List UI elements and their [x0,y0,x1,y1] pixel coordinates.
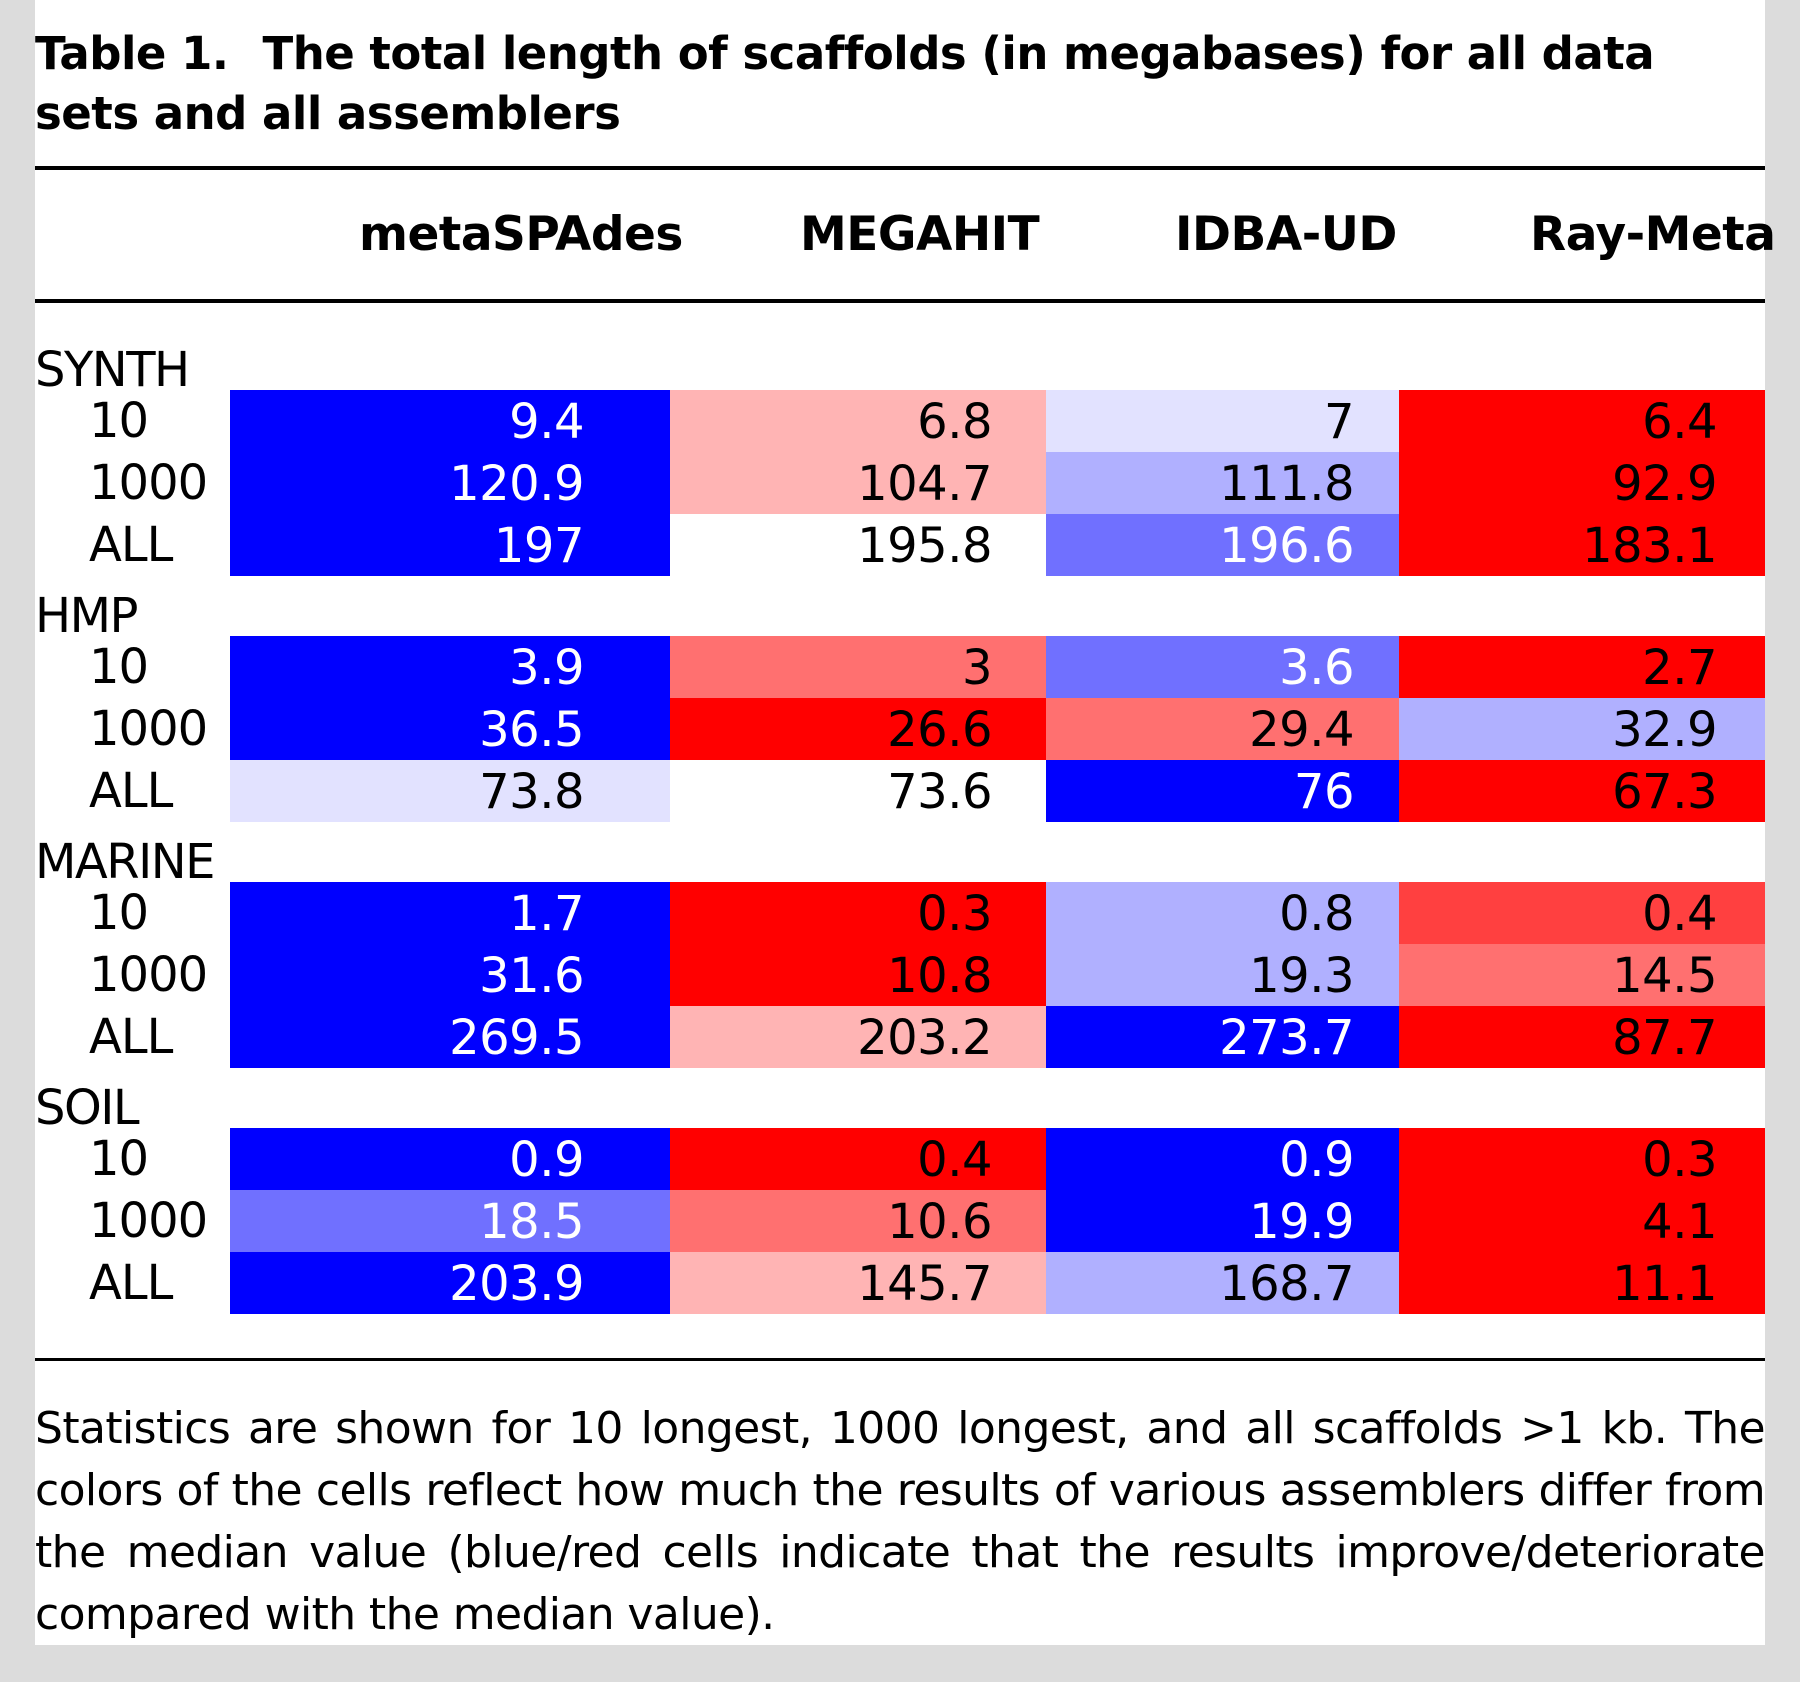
row-label: 1000 [89,947,208,1003]
column-header-metaspades: metaSPAdes [359,207,683,262]
table-cell: 7 [1046,390,1399,452]
table-cell: 269.5 [230,1006,670,1068]
table-cell: 4.1 [1399,1190,1765,1252]
table-cell: 203.2 [670,1006,1046,1068]
table-cell: 3.9 [230,636,670,698]
header-rule [35,299,1765,303]
table-cell: 76 [1046,760,1399,822]
table-caption: Table 1. The total length of scaffolds (i… [35,24,1765,144]
table-cell: 120.9 [230,452,670,514]
table-cell: 26.6 [670,698,1046,760]
group-label-marine: MARINE [35,834,216,890]
table-cell: 10.6 [670,1190,1046,1252]
table-cell: 29.4 [1046,698,1399,760]
table-cell: 9.4 [230,390,670,452]
table-cell: 31.6 [230,944,670,1006]
table-cell: 0.9 [1046,1128,1399,1190]
table-cell: 87.7 [1399,1006,1765,1068]
table-cell: 0.9 [230,1128,670,1190]
table-cell: 32.9 [1399,698,1765,760]
table-cell: 3 [670,636,1046,698]
table-cell: 0.4 [1399,882,1765,944]
table-figure: Table 1. The total length of scaffolds (i… [35,0,1776,1645]
row-label: ALL [89,763,173,819]
bottom-rule [35,1358,1765,1361]
row-label: 1000 [89,1193,208,1249]
row-label: 10 [89,393,149,449]
table-cell: 203.9 [230,1252,670,1314]
table-cell: 1.7 [230,882,670,944]
row-label: 1000 [89,701,208,757]
table-cell: 11.1 [1399,1252,1765,1314]
column-header-idba-ud: IDBA-UD [1175,207,1397,262]
table-cell: 36.5 [230,698,670,760]
table-cell: 14.5 [1399,944,1765,1006]
row-label: 10 [89,639,149,695]
table-cell: 10.8 [670,944,1046,1006]
group-label-synth: SYNTH [35,342,190,398]
row-label: 10 [89,1131,149,1187]
row-label: ALL [89,517,173,573]
table-cell: 104.7 [670,452,1046,514]
table-cell: 197 [230,514,670,576]
top-rule [35,166,1765,170]
table-footnote: Statistics are shown for 10 longest, 100… [35,1403,1766,1640]
table-cell: 0.3 [670,882,1046,944]
table-cell: 3.6 [1046,636,1399,698]
table-cell: 196.6 [1046,514,1399,576]
table-cell: 145.7 [670,1252,1046,1314]
table-cell: 67.3 [1399,760,1765,822]
column-header-ray-meta: Ray-Meta [1530,207,1776,262]
row-label: ALL [89,1255,173,1311]
table-title: The total length of scaffolds (in megaba… [35,27,1655,140]
table-cell: 168.7 [1046,1252,1399,1314]
table-number: Table 1. [35,27,229,80]
table-cell: 18.5 [230,1190,670,1252]
group-label-hmp: HMP [35,588,138,644]
table-cell: 2.7 [1399,636,1765,698]
table-cell: 19.9 [1046,1190,1399,1252]
table-cell: 73.6 [670,760,1046,822]
row-label: ALL [89,1009,173,1065]
table-cell: 183.1 [1399,514,1765,576]
group-label-soil: SOIL [35,1080,140,1136]
column-header-megahit: MEGAHIT [800,207,1040,262]
table-cell: 0.4 [670,1128,1046,1190]
table-cell: 273.7 [1046,1006,1399,1068]
table-cell: 92.9 [1399,452,1765,514]
table-cell: 0.3 [1399,1128,1765,1190]
table-cell: 195.8 [670,514,1046,576]
table-cell: 19.3 [1046,944,1399,1006]
table-cell: 111.8 [1046,452,1399,514]
table-cell: 73.8 [230,760,670,822]
table-cell: 6.8 [670,390,1046,452]
table-cell: 6.4 [1399,390,1765,452]
table-cell: 0.8 [1046,882,1399,944]
row-label: 1000 [89,455,208,511]
row-label: 10 [89,885,149,941]
